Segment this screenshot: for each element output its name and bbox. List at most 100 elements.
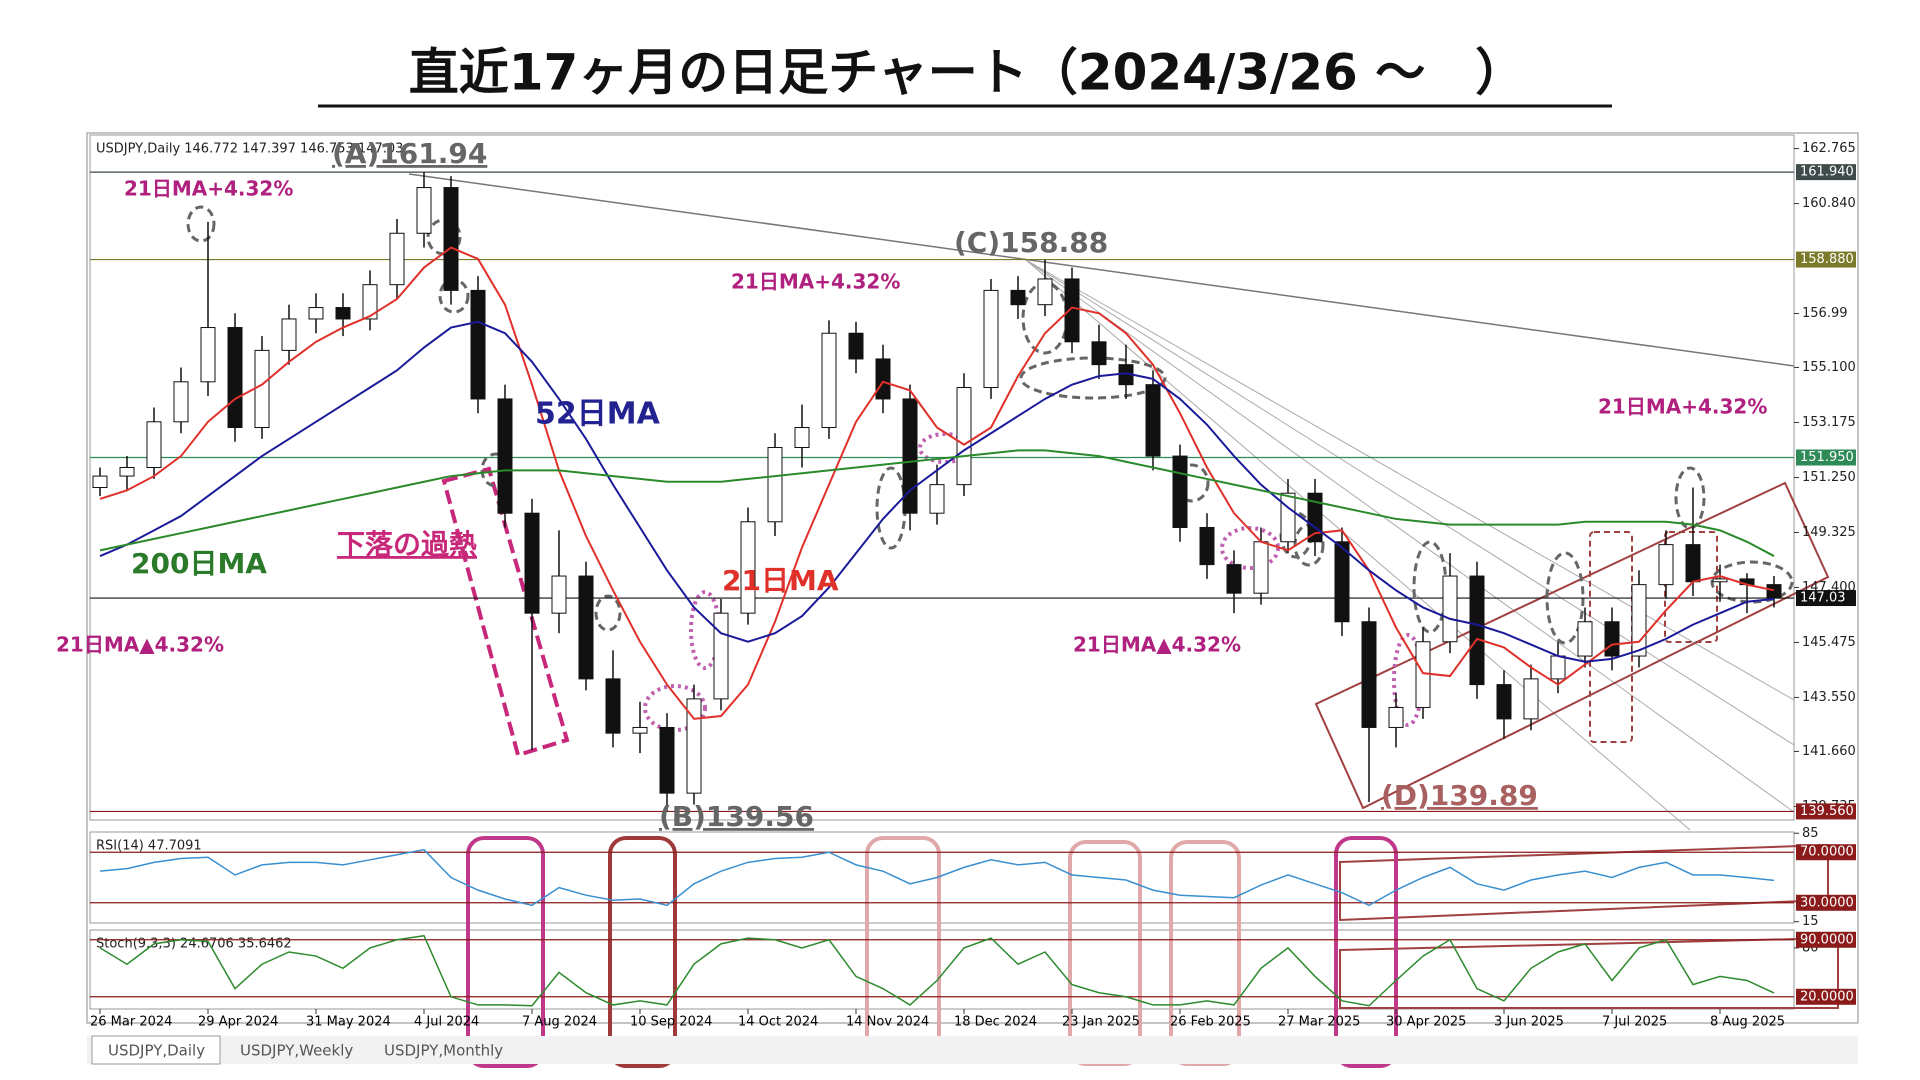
- candle-body: [794, 427, 810, 449]
- candle-body: [281, 318, 297, 351]
- candle-body: [848, 332, 864, 360]
- y-tick-label: 153.175: [1802, 415, 1856, 430]
- level-label-bg: [1796, 844, 1856, 861]
- y-tick-label: 145.475: [1802, 635, 1856, 650]
- candle-body: [1172, 455, 1188, 528]
- candle-body: [173, 381, 189, 423]
- x-tick-label: 14 Nov 2024: [846, 1015, 929, 1030]
- moving-average: [99, 449, 1775, 557]
- x-tick-label: 23 Jan 2025: [1062, 1015, 1140, 1030]
- candle-body: [956, 387, 972, 486]
- level-label-bg: [1796, 894, 1856, 911]
- x-tick-label: 27 Mar 2025: [1278, 1015, 1360, 1030]
- drawing-objects: [186, 173, 1839, 1068]
- candle-body: [443, 187, 459, 291]
- candle-body: [362, 284, 378, 320]
- candle-body: [1712, 578, 1728, 583]
- candle-body: [983, 289, 999, 389]
- annotation: 21日MA▲4.32%: [56, 633, 224, 657]
- annotation: 下落の過熱: [337, 528, 477, 561]
- tab[interactable]: [91, 1035, 221, 1065]
- annotation: 21日MA+4.32%: [124, 177, 293, 201]
- level-label: 70.0000: [1800, 845, 1854, 860]
- candle-body: [497, 398, 513, 514]
- level-label: 151.950: [1800, 450, 1854, 465]
- indicator-line: [99, 848, 1775, 907]
- y-tick-label: 149.325: [1802, 525, 1856, 540]
- annotation: 21日MA+4.32%: [731, 270, 900, 294]
- tab-label[interactable]: USDJPY,Weekly: [240, 1042, 353, 1060]
- x-tick-label: 29 Apr 2024: [198, 1015, 278, 1030]
- level-label-bg: [1796, 449, 1856, 466]
- level-label-bg: [1796, 803, 1856, 820]
- level-label: 30.0000: [1800, 895, 1854, 910]
- candle-body: [416, 187, 432, 234]
- candle-body: [1064, 278, 1080, 343]
- level-label-bg: [1796, 590, 1856, 607]
- candle-body: [227, 327, 243, 429]
- y-tick-label: 155.100: [1802, 360, 1856, 375]
- candle-body: [1604, 621, 1620, 657]
- candle-body: [389, 232, 405, 286]
- candle-body: [1388, 706, 1404, 728]
- annotation: (C)158.88: [954, 226, 1108, 259]
- tab-label[interactable]: USDJPY,Monthly: [384, 1042, 503, 1060]
- candle-body: [686, 698, 702, 794]
- chart-title: 直近17ヶ月の日足チャート（2024/3/26 ～ ）: [409, 44, 1526, 102]
- candle-body: [1010, 289, 1026, 306]
- x-tick-label: 31 May 2024: [306, 1015, 391, 1030]
- candle-body: [1766, 584, 1782, 599]
- level-label: 139.560: [1800, 804, 1854, 819]
- y-tick-label: 162.765: [1802, 141, 1856, 156]
- x-tick-label: 26 Feb 2025: [1170, 1015, 1251, 1030]
- y-tick-label: 141.660: [1802, 744, 1856, 759]
- y-tick-label: 151.250: [1802, 470, 1856, 485]
- level-label-bg: [1796, 251, 1856, 268]
- candle-body: [659, 726, 675, 794]
- x-tick-label: 3 Jun 2025: [1494, 1015, 1564, 1030]
- candle-body: [1199, 526, 1215, 566]
- annotation: 21日MA: [722, 564, 839, 597]
- level-label-bg: [1796, 164, 1856, 181]
- x-tick-label: 10 Sep 2024: [630, 1015, 712, 1030]
- level-label: 158.880: [1800, 252, 1854, 267]
- x-tick-label: 7 Aug 2024: [522, 1015, 597, 1030]
- x-tick-label: 30 Apr 2025: [1386, 1015, 1466, 1030]
- tab-label[interactable]: USDJPY,Daily: [108, 1042, 205, 1060]
- level-label: 161.940: [1800, 165, 1854, 180]
- x-tick-label: 8 Aug 2025: [1710, 1015, 1785, 1030]
- candle-body: [308, 307, 324, 320]
- candle-body: [1550, 655, 1566, 680]
- candle-body: [902, 398, 918, 514]
- candle-body: [1145, 384, 1161, 457]
- level-label-bg: [1796, 931, 1856, 948]
- candle-body: [1091, 341, 1107, 366]
- candle-body: [632, 726, 648, 734]
- candle-body: [470, 289, 486, 400]
- candle-body: [1523, 678, 1539, 720]
- annotation: 21日MA+4.32%: [1598, 395, 1767, 419]
- y-tick-label: 85: [1802, 826, 1819, 841]
- annotation: (D)139.89: [1381, 779, 1538, 812]
- candle-body: [1577, 621, 1593, 657]
- candle-body: [821, 332, 837, 429]
- stoch-panel: [89, 929, 1795, 1010]
- y-tick-label: 143.550: [1802, 690, 1856, 705]
- candle-body: [146, 421, 162, 469]
- x-tick-label: 18 Dec 2024: [954, 1015, 1037, 1030]
- candle-body: [1253, 541, 1269, 594]
- candle-body: [713, 612, 729, 700]
- candle-body: [1469, 575, 1485, 686]
- annotation: 200日MA: [131, 547, 267, 580]
- x-tick-label: 4 Jul 2024: [414, 1015, 479, 1030]
- candle-body: [1037, 278, 1053, 306]
- annotation: (A)161.94: [332, 137, 487, 170]
- candle-body: [1631, 584, 1647, 657]
- candle-body: [1361, 621, 1377, 728]
- candle-body: [524, 512, 540, 614]
- level-label: 147.03: [1800, 591, 1846, 606]
- candle-body: [740, 521, 756, 614]
- annotation: 21日MA▲4.32%: [1073, 633, 1241, 657]
- candle-body: [1334, 541, 1350, 623]
- tab-bar: [87, 1036, 1858, 1064]
